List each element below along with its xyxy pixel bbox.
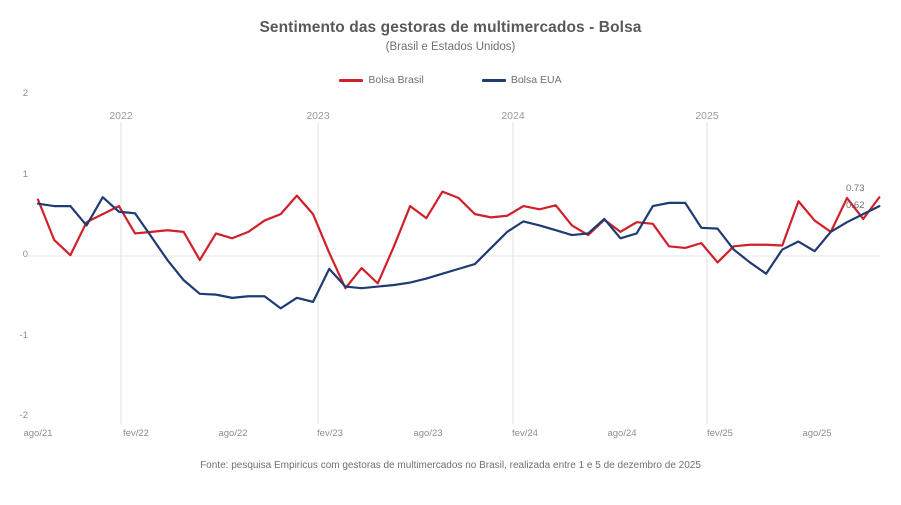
- year-label-2022: 2022: [109, 110, 133, 122]
- y-tick-1: 1: [22, 168, 28, 180]
- y-tick-0: 0: [22, 249, 28, 260]
- source-note: Fonte: pesquisa Empiricus com gestoras d…: [200, 460, 701, 471]
- year-label-2024: 2024: [501, 110, 525, 122]
- x-tick-ago-21: ago/21: [23, 428, 53, 439]
- x-tick-fev-24: fev/24: [512, 428, 538, 439]
- chart-title: Sentimento das gestoras de multimercados…: [259, 19, 642, 36]
- gridlines: [28, 122, 880, 424]
- y-tick-2: 2: [22, 88, 28, 99]
- x-tick-fev-25: fev/25: [707, 428, 733, 439]
- legend-swatch-bolsa-eua: [481, 78, 506, 82]
- end-label-bolsa-brasil: 0.73: [846, 183, 865, 195]
- x-tick-fev-22: fev/22: [123, 428, 149, 439]
- x-tick-ago-24: ago/24: [607, 428, 637, 439]
- year-label-2023: 2023: [306, 110, 330, 122]
- chart-legend: Bolsa Brasil Bolsa EUA: [0, 74, 901, 86]
- series-line-bolsa-eua[interactable]: [36, 196, 881, 310]
- x-tick-ago-23: ago/23: [413, 428, 443, 439]
- series-line-bolsa-brasil[interactable]: [36, 190, 881, 290]
- legend-item-bolsa-brasil[interactable]: Bolsa Brasil: [339, 74, 424, 86]
- legend-label-bolsa-brasil: Bolsa Brasil: [368, 74, 424, 86]
- year-label-2025: 2025: [695, 110, 719, 122]
- x-tick-ago-22: ago/22: [218, 428, 248, 439]
- y-tick--1: -1: [19, 329, 28, 341]
- end-label-bolsa-eua: 0.62: [846, 200, 865, 212]
- legend-label-bolsa-eua: Bolsa EUA: [510, 74, 562, 86]
- y-tick--2: -2: [19, 410, 28, 421]
- series-lines: [36, 190, 881, 310]
- x-tick-ago-25: ago/25: [802, 428, 832, 439]
- x-tick-fev-23: fev/23: [317, 428, 343, 439]
- legend-swatch-bolsa-brasil: [339, 78, 364, 82]
- chart-subtitle: (Brasil e Estados Unidos): [385, 41, 516, 53]
- legend-item-bolsa-eua[interactable]: Bolsa EUA: [481, 74, 562, 86]
